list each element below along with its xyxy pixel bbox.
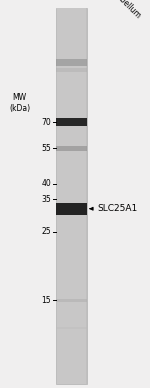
Text: MW
(kDa): MW (kDa): [9, 93, 30, 113]
Bar: [56, 299, 87, 302]
Bar: [56, 327, 87, 329]
Text: 55: 55: [41, 144, 51, 153]
Text: SLC25A1: SLC25A1: [98, 204, 138, 213]
Text: Mouse cerebellum: Mouse cerebellum: [86, 0, 142, 19]
Text: 35: 35: [41, 194, 51, 204]
Bar: [56, 203, 87, 215]
Bar: [56, 118, 87, 126]
Text: 25: 25: [41, 227, 51, 236]
Bar: [56, 68, 87, 72]
Text: 70: 70: [41, 118, 51, 127]
Bar: [56, 59, 87, 66]
Bar: [56, 146, 87, 151]
Bar: [56, 8, 87, 384]
Text: 15: 15: [41, 296, 51, 305]
Text: 40: 40: [41, 179, 51, 188]
Bar: [57, 8, 86, 384]
